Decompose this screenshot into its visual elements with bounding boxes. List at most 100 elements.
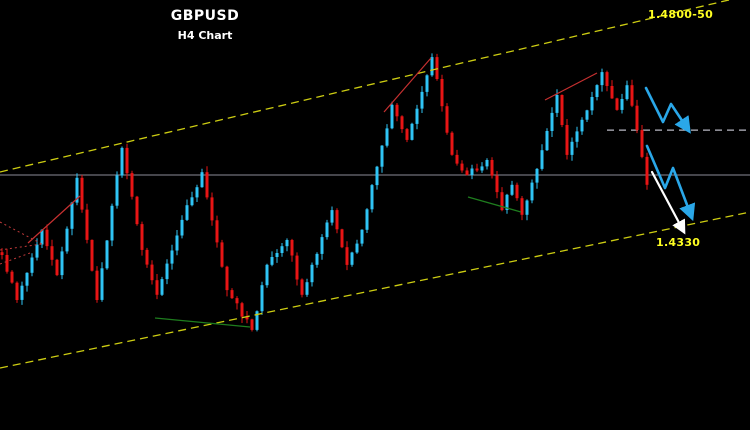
candle-body (455, 154, 459, 164)
candle-body (235, 298, 239, 304)
candle-body (220, 242, 224, 267)
red-dotted-line (0, 243, 43, 251)
candle-body (110, 205, 114, 241)
candle-body (120, 147, 124, 176)
candle-body (0, 252, 4, 255)
candle-body (50, 246, 54, 260)
candle-body (395, 104, 399, 117)
candle-body (240, 303, 244, 317)
projection-arrows (644, 86, 696, 235)
candle-body (595, 85, 599, 97)
candle-body (405, 129, 409, 140)
candle-body (370, 185, 374, 210)
candle-body (360, 229, 364, 244)
candle-body (545, 131, 549, 151)
candle-body (95, 270, 99, 300)
candle-body (205, 172, 209, 198)
candle-body (65, 228, 69, 252)
candle-body (380, 145, 384, 167)
candle-body (105, 240, 109, 269)
candle-body (165, 263, 169, 280)
candle-body (440, 79, 444, 107)
candle-body (145, 249, 149, 265)
candle-body (75, 177, 79, 203)
candle-body (565, 125, 569, 155)
candle-body (265, 264, 269, 286)
candle-body (475, 168, 479, 171)
candle-body (70, 202, 74, 229)
candle-body (530, 182, 534, 201)
candle-body (255, 311, 259, 330)
candle-body (575, 131, 579, 142)
candle-body (35, 244, 39, 258)
candle-body (280, 246, 284, 253)
candle-body (535, 168, 539, 183)
candle-body (175, 235, 179, 251)
red-swing-line (383, 57, 432, 113)
candle-body (355, 243, 359, 253)
candle-body (90, 239, 94, 271)
candle-body (20, 285, 24, 300)
candle-body (305, 282, 309, 295)
candle-body (125, 147, 129, 174)
candle-body (560, 95, 564, 125)
candle-body (425, 75, 429, 92)
candle-body (365, 209, 369, 230)
candle-body (150, 264, 154, 281)
candle-body (345, 247, 349, 265)
candle-body (180, 219, 184, 236)
candle-body (435, 57, 439, 79)
candle-body (290, 240, 294, 256)
candle-body (330, 210, 334, 223)
candle-body (525, 200, 529, 215)
candle-body (250, 319, 254, 330)
candle-body (185, 205, 189, 220)
candle-body (570, 141, 574, 155)
candle-body (445, 106, 449, 133)
candle-body (620, 99, 624, 110)
candle-body (485, 160, 489, 167)
candle-body (295, 255, 299, 280)
candle-body (45, 229, 49, 247)
candle-body (325, 222, 329, 238)
candle-body (285, 240, 289, 247)
candle-body (495, 175, 499, 193)
candle-body (15, 282, 19, 300)
candle-body (300, 279, 304, 295)
candle-body (130, 173, 134, 197)
candle-body (60, 251, 64, 276)
candle-body (540, 150, 544, 169)
candle-body (505, 194, 509, 210)
candle-body (270, 257, 274, 265)
candle-body (645, 156, 649, 185)
candle-body (10, 271, 14, 283)
candle-body (470, 168, 474, 175)
candle-body (555, 95, 559, 113)
candle-body (215, 220, 219, 243)
candle-body (465, 170, 469, 175)
candle-body (420, 91, 424, 109)
red-swing-line (27, 195, 81, 244)
candle-body (160, 279, 164, 295)
candle-body (55, 259, 59, 276)
candle-body (195, 187, 199, 198)
candle-body (230, 290, 234, 299)
candle-body (375, 166, 379, 186)
candle-body (315, 253, 319, 265)
candle-body (320, 237, 324, 254)
candle-body (225, 266, 229, 291)
candle-body (585, 110, 589, 120)
candle-body (450, 132, 454, 155)
candle-body (520, 198, 524, 215)
red-swing-line (544, 72, 598, 101)
candle-body (30, 257, 34, 273)
candle-body (390, 104, 394, 129)
candle-body (400, 116, 404, 130)
candle-body (625, 85, 629, 100)
candle-body (635, 105, 639, 131)
candle-body (515, 184, 519, 199)
candle-body (615, 98, 619, 110)
analyst-annotation-lines (0, 57, 598, 328)
candle-body (410, 123, 414, 140)
